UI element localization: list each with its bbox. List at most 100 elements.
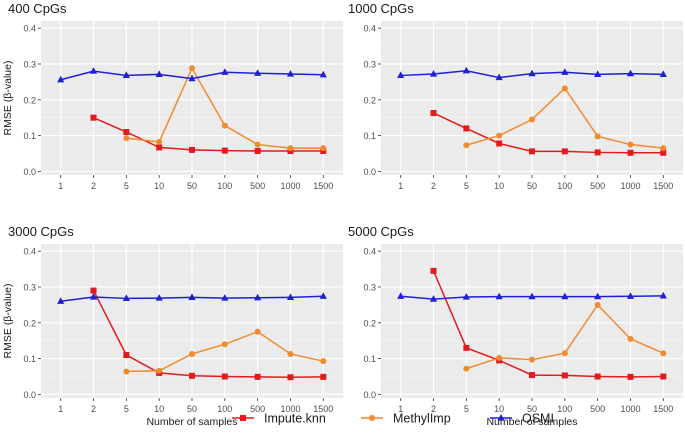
data-point-methylimp bbox=[561, 350, 568, 357]
data-point-osmi bbox=[528, 69, 536, 77]
series-line-impute-knn bbox=[93, 117, 324, 152]
x-tick-label: 50 bbox=[187, 404, 197, 414]
data-point-osmi bbox=[626, 69, 635, 77]
data-point-methylimp bbox=[496, 354, 503, 361]
legend-entry-osmi: OSMI bbox=[490, 412, 554, 426]
x-tick-label: 1 bbox=[398, 181, 403, 191]
y-tick-label: 0.1 bbox=[23, 354, 36, 364]
data-point-methylimp bbox=[463, 142, 470, 149]
data-point-osmi bbox=[122, 294, 130, 302]
y-tick-label: 0.0 bbox=[363, 390, 376, 400]
y-tick-label: 0.4 bbox=[363, 247, 376, 257]
data-point-osmi bbox=[254, 69, 262, 76]
data-point-osmi bbox=[659, 291, 667, 299]
data-point-impute-knn bbox=[254, 148, 261, 155]
data-point-methylimp bbox=[594, 301, 601, 308]
data-point-methylimp bbox=[156, 139, 163, 146]
data-point-impute-knn bbox=[430, 267, 437, 274]
x-tick-label: 1000 bbox=[280, 404, 300, 414]
x-axis-label-right: Number of samples bbox=[486, 416, 577, 428]
data-point-osmi bbox=[122, 71, 130, 79]
panel-title: 1000 CpGs bbox=[348, 1, 414, 16]
y-tick-label: 0.4 bbox=[363, 24, 376, 34]
data-point-impute-knn bbox=[90, 114, 97, 121]
x-tick-label: 1000 bbox=[280, 181, 300, 191]
x-axis-label-left: Number of samples bbox=[146, 416, 237, 428]
y-tick-label: 0.3 bbox=[363, 59, 376, 69]
data-point-methylimp bbox=[594, 133, 601, 140]
panel-title: 5000 CpGs bbox=[348, 224, 414, 239]
data-point-osmi bbox=[429, 70, 438, 77]
data-point-impute-knn bbox=[320, 373, 327, 380]
x-tick-label: 100 bbox=[557, 181, 572, 191]
x-tick-label: 500 bbox=[590, 404, 605, 414]
data-point-osmi bbox=[57, 297, 65, 304]
y-tick-label: 0.2 bbox=[23, 318, 36, 328]
data-point-osmi bbox=[89, 293, 98, 300]
y-axis-label-bottom: RMSE (β-value) bbox=[2, 284, 14, 359]
data-point-impute-knn bbox=[156, 144, 163, 151]
x-tick-label: 500 bbox=[250, 404, 265, 414]
x-tick-label: 100 bbox=[217, 404, 232, 414]
data-point-osmi bbox=[286, 70, 295, 77]
data-point-osmi bbox=[221, 294, 229, 301]
y-tick-label: 0.2 bbox=[363, 95, 376, 105]
x-tick-label: 1 bbox=[58, 404, 63, 414]
data-point-methylimp bbox=[660, 350, 667, 357]
series-line-impute-knn bbox=[92, 290, 324, 378]
x-tick-label: 1000 bbox=[620, 404, 640, 414]
x-tick-label: 100 bbox=[557, 404, 572, 414]
x-tick-label: 1 bbox=[58, 181, 63, 191]
data-point-osmi bbox=[462, 293, 470, 300]
data-point-impute-knn bbox=[496, 140, 503, 147]
y-tick-label: 0.1 bbox=[23, 131, 36, 141]
data-point-osmi bbox=[319, 70, 327, 78]
x-tick-label: 50 bbox=[527, 404, 537, 414]
x-tick-label: 1500 bbox=[653, 404, 673, 414]
data-point-impute-knn bbox=[287, 374, 294, 381]
data-point-osmi bbox=[561, 68, 569, 75]
x-tick-label: 500 bbox=[250, 181, 265, 191]
data-point-osmi bbox=[561, 292, 569, 300]
panel-400-cpgs: 400 CpGs 0.0 0.1 0.2 0.3 0.4 1 2 5 10 50 100 500 100… bbox=[8, 1, 343, 191]
legend-label: OSMI bbox=[522, 412, 554, 426]
y-tick-label: 0.3 bbox=[363, 282, 376, 292]
data-point-methylimp bbox=[221, 341, 228, 348]
data-point-osmi bbox=[254, 293, 262, 301]
x-tick-label: 1500 bbox=[653, 181, 673, 191]
y-tick-label: 0.0 bbox=[23, 167, 36, 177]
legend-marker bbox=[369, 415, 375, 421]
data-point-impute-knn bbox=[189, 372, 195, 379]
legend-entry-impute-knn: Impute.knn bbox=[232, 412, 326, 426]
data-point-impute-knn bbox=[123, 129, 130, 136]
legend: Impute.knn MethylImp OSMI bbox=[232, 412, 554, 426]
data-point-methylimp bbox=[463, 365, 470, 372]
data-point-osmi bbox=[89, 67, 98, 74]
y-tick-label: 0.4 bbox=[23, 24, 36, 34]
data-point-osmi bbox=[221, 68, 229, 75]
data-point-impute-knn bbox=[430, 110, 437, 117]
y-tick-label: 0.0 bbox=[363, 167, 376, 177]
y-tick-label: 0.4 bbox=[23, 247, 36, 257]
data-point-methylimp bbox=[627, 141, 634, 148]
data-point-impute-knn bbox=[660, 373, 667, 380]
x-tick-label: 10 bbox=[494, 404, 504, 414]
x-tick-label: 1500 bbox=[313, 404, 333, 414]
y-tick-label: 0.3 bbox=[23, 282, 36, 292]
data-point-methylimp bbox=[156, 367, 163, 374]
data-point-methylimp bbox=[123, 368, 130, 375]
x-tick-label: 10 bbox=[154, 181, 164, 191]
data-point-impute-knn bbox=[594, 373, 601, 380]
data-point-osmi bbox=[626, 292, 635, 299]
data-point-impute-knn bbox=[660, 149, 667, 156]
legend-entry-methylimp: MethylImp bbox=[361, 412, 451, 426]
data-point-impute-knn bbox=[627, 149, 634, 156]
data-point-methylimp bbox=[627, 335, 634, 342]
x-tick-label: 5 bbox=[124, 404, 129, 414]
x-tick-label: 2 bbox=[431, 181, 436, 191]
x-tick-label: 2 bbox=[91, 404, 96, 414]
data-point-osmi bbox=[397, 71, 405, 79]
data-point-osmi bbox=[155, 70, 163, 77]
data-point-methylimp bbox=[496, 132, 503, 139]
